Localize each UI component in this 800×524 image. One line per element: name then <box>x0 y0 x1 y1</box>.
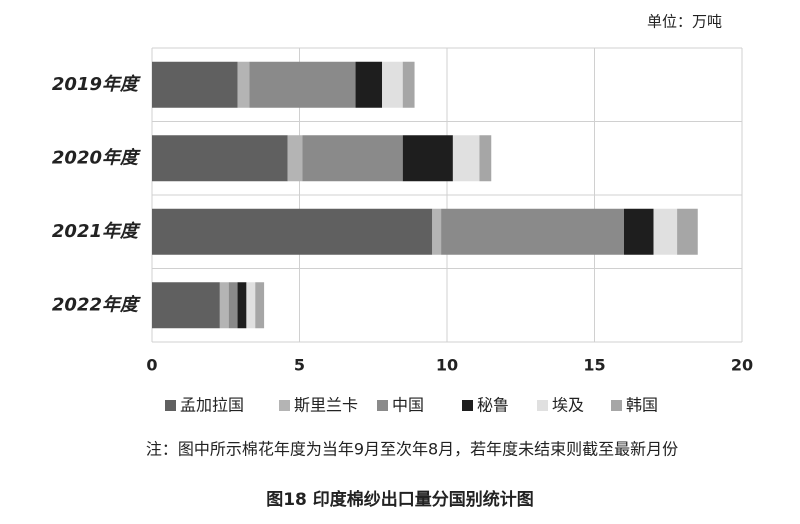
x-tick-label: 5 <box>294 356 305 375</box>
x-tick-label: 0 <box>146 356 157 375</box>
bar-segment <box>302 135 403 182</box>
x-tick-label: 20 <box>731 356 753 375</box>
bar-segment <box>441 208 624 255</box>
bar-segment <box>152 61 238 108</box>
bar-segment <box>249 61 356 108</box>
chart-title: 图18 印度棉纱出口量分国别统计图 <box>266 489 534 510</box>
bar-segment <box>152 135 288 182</box>
bar-segment <box>246 282 256 329</box>
bar-segment <box>677 208 698 255</box>
bar-segment <box>228 282 238 329</box>
legend-swatch <box>377 400 388 411</box>
legend-label: 韩国 <box>626 396 658 415</box>
bar-segment <box>255 282 265 329</box>
bar-segment <box>237 282 247 329</box>
y-tick-label: 2021年度 <box>52 221 141 242</box>
legend-label: 秘鲁 <box>477 396 509 415</box>
legend-swatch <box>165 400 176 411</box>
bar-segment <box>219 282 229 329</box>
x-tick-label: 15 <box>583 356 605 375</box>
bar-segment <box>624 208 654 255</box>
bar-segment <box>653 208 678 255</box>
bar-segment <box>237 61 250 108</box>
note: 注：图中所示棉花年度为当年9月至次年8月，若年度未结束则截至最新月份 <box>146 440 678 459</box>
bar-segment <box>152 208 433 255</box>
bar-segment <box>382 61 403 108</box>
legend-label: 孟加拉国 <box>180 396 244 415</box>
bar-segment <box>402 135 453 182</box>
x-tick-label: 10 <box>436 356 458 375</box>
legend-label: 埃及 <box>552 396 584 415</box>
bar-segment <box>355 61 383 108</box>
unit-label: 单位：万吨 <box>647 13 722 31</box>
bar-segment <box>479 135 492 182</box>
legend-label: 斯里兰卡 <box>294 396 358 415</box>
bar-segment <box>432 208 442 255</box>
legend-swatch <box>462 400 473 411</box>
y-tick-label: 2019年度 <box>52 74 141 95</box>
legend-swatch <box>279 400 290 411</box>
bar-segment <box>287 135 303 182</box>
legend-label: 中国 <box>392 396 424 415</box>
bar-segment <box>402 61 415 108</box>
bar-segment <box>452 135 480 182</box>
y-tick-label: 2022年度 <box>52 294 141 315</box>
legend-swatch <box>537 400 548 411</box>
legend-swatch <box>611 400 622 411</box>
bar-segment <box>152 282 220 329</box>
y-tick-label: 2020年度 <box>52 147 141 168</box>
